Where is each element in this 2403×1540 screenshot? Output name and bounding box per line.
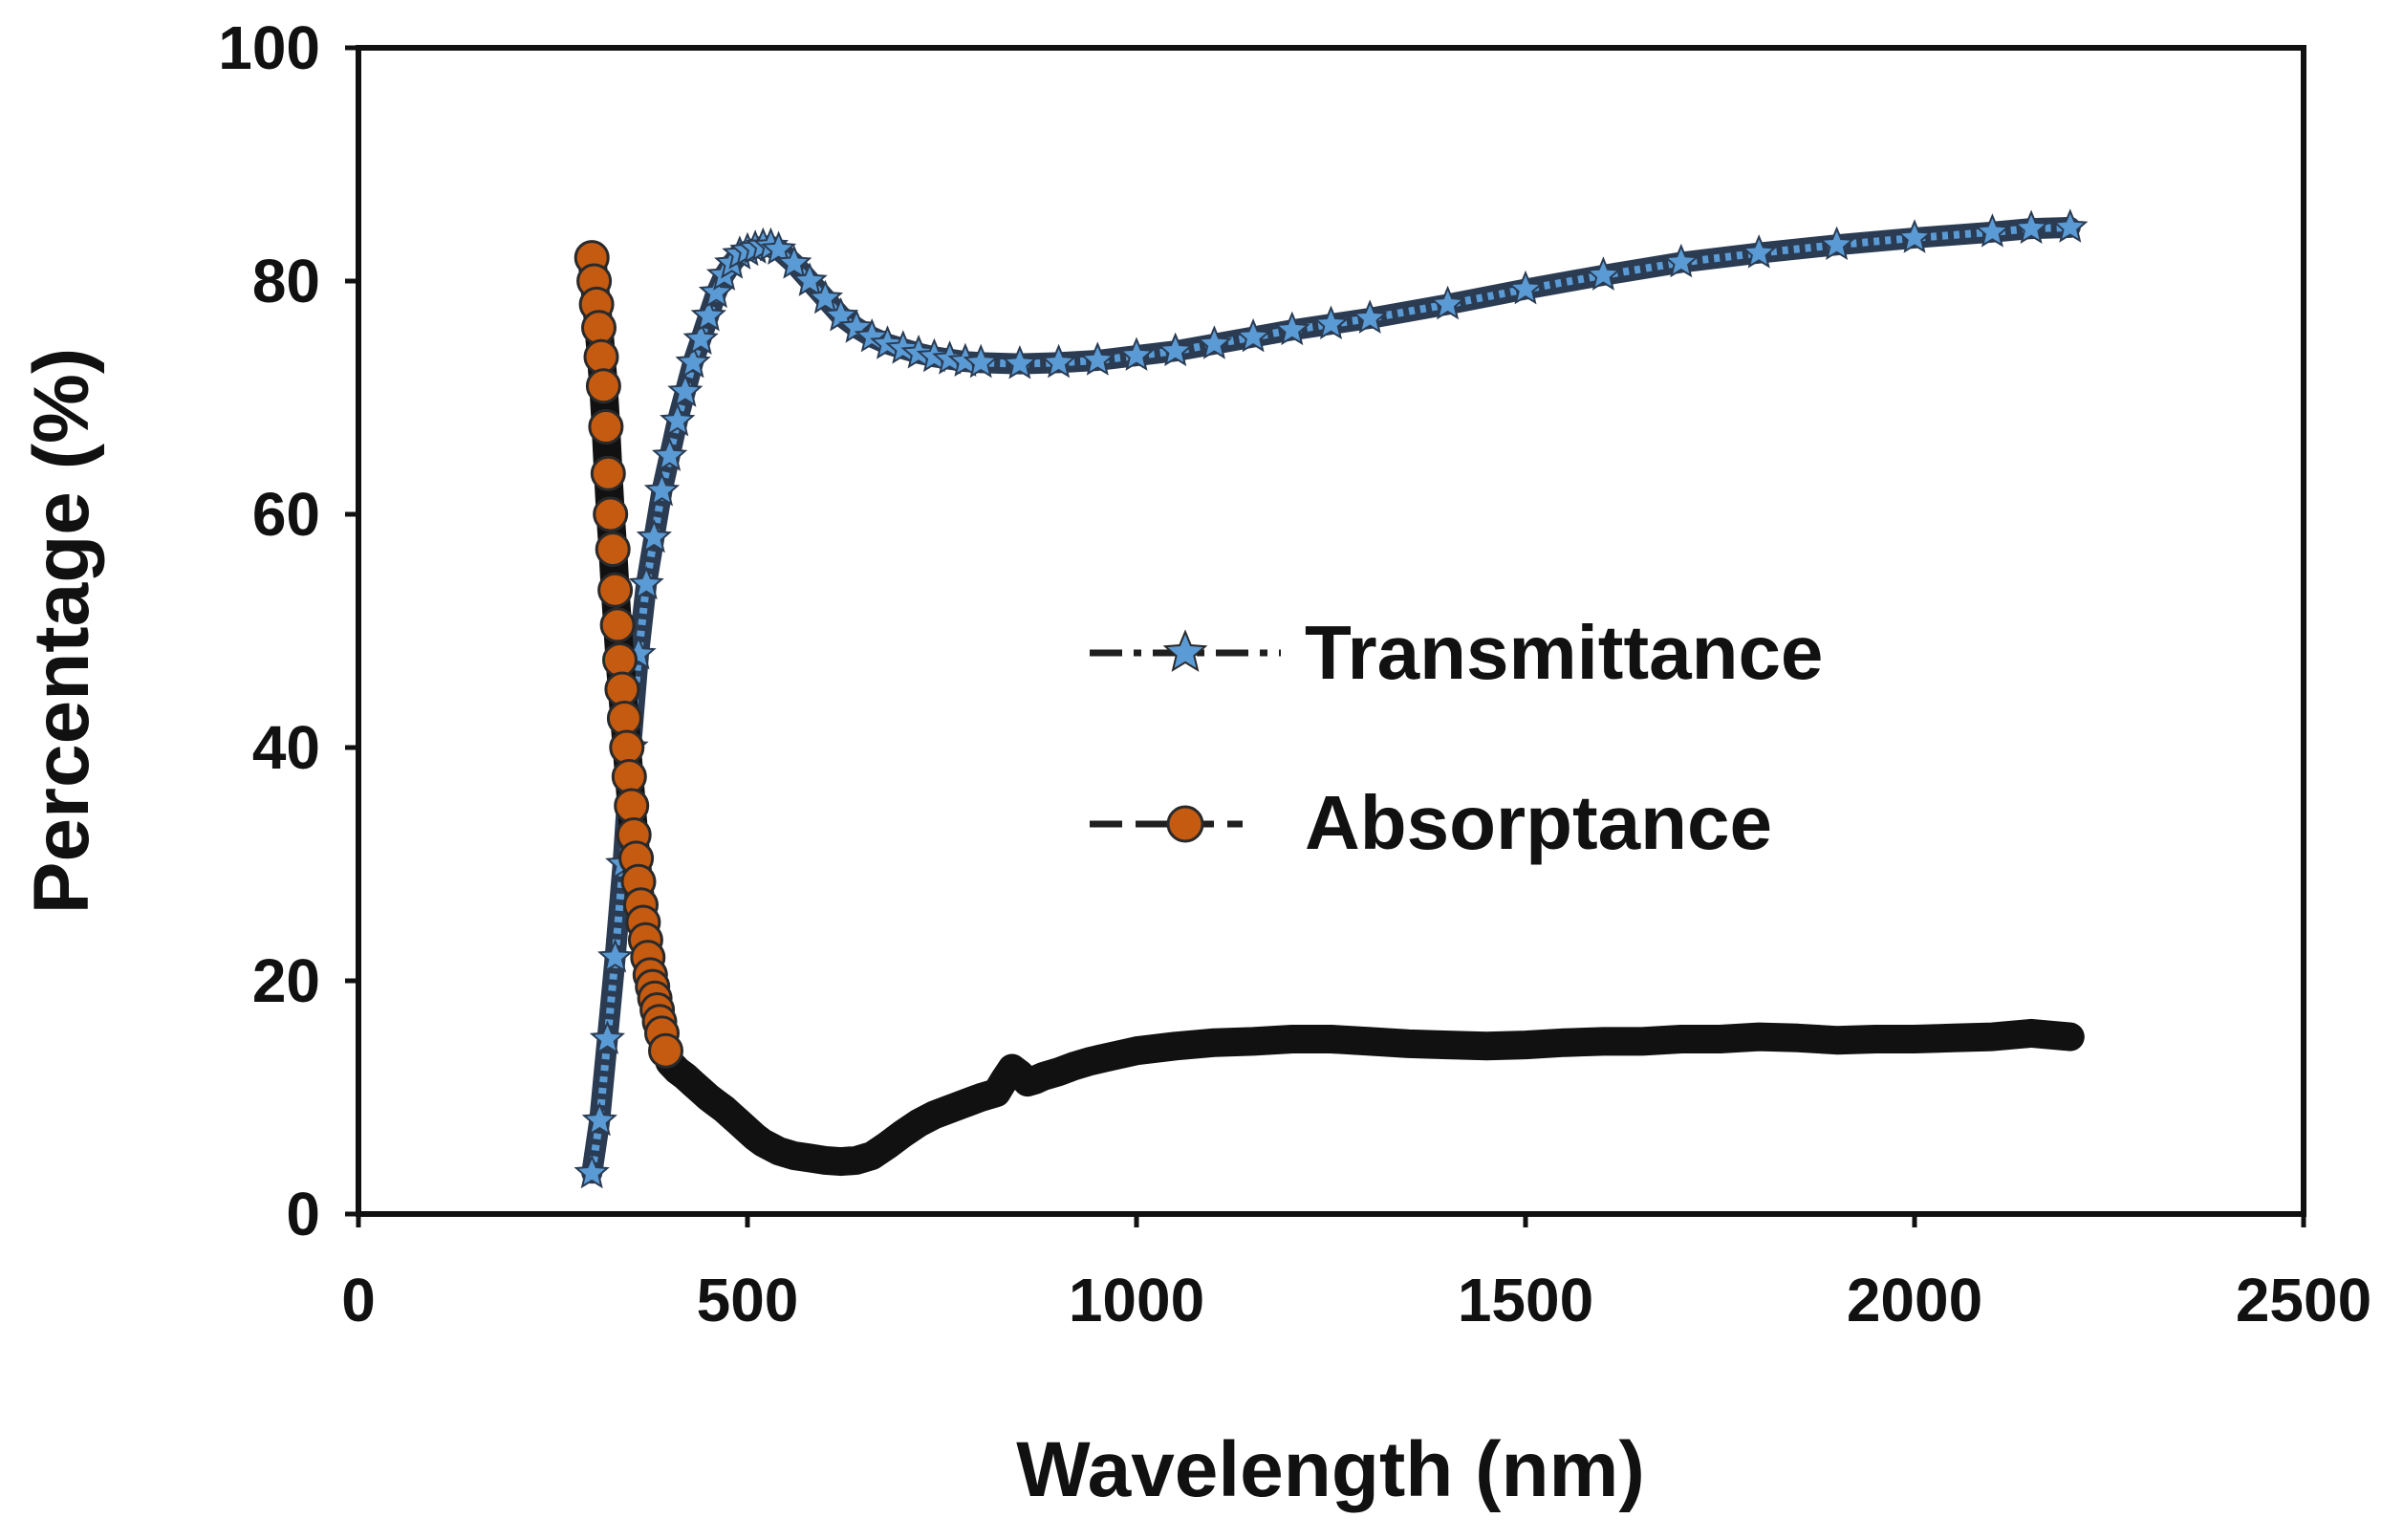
- legend-entry-transmittance: Transmittance: [1090, 610, 1823, 695]
- data-point: [760, 230, 797, 265]
- legend-marker-absorptance: [1166, 805, 1204, 843]
- data-point: [660, 401, 696, 437]
- data-point: [597, 572, 634, 608]
- data-point: [776, 245, 812, 279]
- data-point: [690, 297, 726, 332]
- data-point: [1079, 341, 1115, 376]
- x-tick-label: 1500: [1458, 1266, 1593, 1334]
- series-transmittance: [574, 208, 2089, 1189]
- legend: Transmittance Absorptance: [1090, 610, 1823, 865]
- data-point: [597, 939, 634, 973]
- plot-area-frame: [356, 45, 2306, 1217]
- data-point: [581, 310, 617, 346]
- data-point: [595, 531, 631, 568]
- y-axis-title: Percentage (%): [18, 348, 105, 914]
- y-tick-label: 100: [218, 13, 320, 82]
- legend-entry-absorptance: Absorptance: [1090, 780, 1772, 865]
- data-point: [1974, 213, 2011, 248]
- y-tick-label: 40: [252, 713, 320, 782]
- data-point: [2013, 209, 2049, 245]
- data-point: [1663, 243, 1699, 278]
- data-point: [1158, 332, 1194, 367]
- data-point: [585, 368, 621, 404]
- data-point: [581, 1101, 617, 1137]
- y-tick-label: 20: [252, 946, 320, 1015]
- data-point: [2052, 208, 2089, 243]
- data-point: [682, 320, 719, 355]
- x-tick-label: 2500: [2236, 1266, 2371, 1334]
- data-point: [807, 279, 844, 315]
- data-point: [1040, 343, 1077, 379]
- data-point: [1585, 256, 1622, 291]
- data-point: [1507, 270, 1544, 305]
- y-tick-label: 60: [252, 480, 320, 549]
- data-point: [791, 262, 828, 296]
- data-point: [614, 788, 650, 824]
- x-tick-label: 2000: [1847, 1266, 1982, 1334]
- data-point: [1818, 226, 1855, 261]
- data-point: [667, 373, 704, 407]
- data-point: [588, 409, 624, 445]
- data-point: [1352, 299, 1388, 334]
- legend-label-absorptance: Absorptance: [1305, 780, 1772, 865]
- x-axis-title: Wavelength (nm): [1016, 1426, 1645, 1513]
- data-point: [583, 338, 619, 375]
- data-point: [1312, 305, 1350, 340]
- data-point: [574, 1154, 610, 1189]
- data-point: [1002, 345, 1038, 380]
- data-point: [1429, 285, 1466, 320]
- data-point: [604, 671, 640, 707]
- data-point: [636, 518, 672, 553]
- data-point: [599, 607, 636, 643]
- data-point: [628, 565, 664, 600]
- series-absorptance: [574, 240, 2085, 1177]
- data-point: [1896, 219, 1933, 253]
- data-point: [1741, 234, 1777, 269]
- legend-marker-transmittance: [1162, 629, 1208, 672]
- data-point: [590, 455, 626, 491]
- data-point: [648, 1032, 683, 1069]
- data-point: [1118, 336, 1155, 371]
- series-layer: [574, 208, 2089, 1189]
- data-point: [963, 343, 999, 379]
- x-tick-label: 0: [341, 1266, 376, 1334]
- data-point: [593, 496, 629, 532]
- legend-label-transmittance: Transmittance: [1305, 610, 1823, 695]
- data-point: [609, 729, 645, 766]
- x-tick-label: 1000: [1069, 1266, 1204, 1334]
- y-tick-label: 0: [286, 1180, 320, 1248]
- data-point: [602, 642, 638, 678]
- data-point: [589, 1020, 626, 1054]
- data-point: [1196, 325, 1233, 359]
- data-point: [651, 437, 688, 471]
- data-point: [698, 273, 735, 309]
- data-point: [606, 701, 642, 736]
- data-point: [1274, 311, 1310, 346]
- y-tick-label: 80: [252, 247, 320, 315]
- data-point: [643, 472, 681, 507]
- data-point: [1235, 318, 1271, 353]
- x-tick-label: 500: [697, 1266, 799, 1334]
- ticks-layer: 0 500 1000 1500 2000 2500 0 20 40 60 80 100: [218, 13, 2371, 1334]
- data-point: [675, 343, 711, 379]
- data-point: [611, 759, 647, 794]
